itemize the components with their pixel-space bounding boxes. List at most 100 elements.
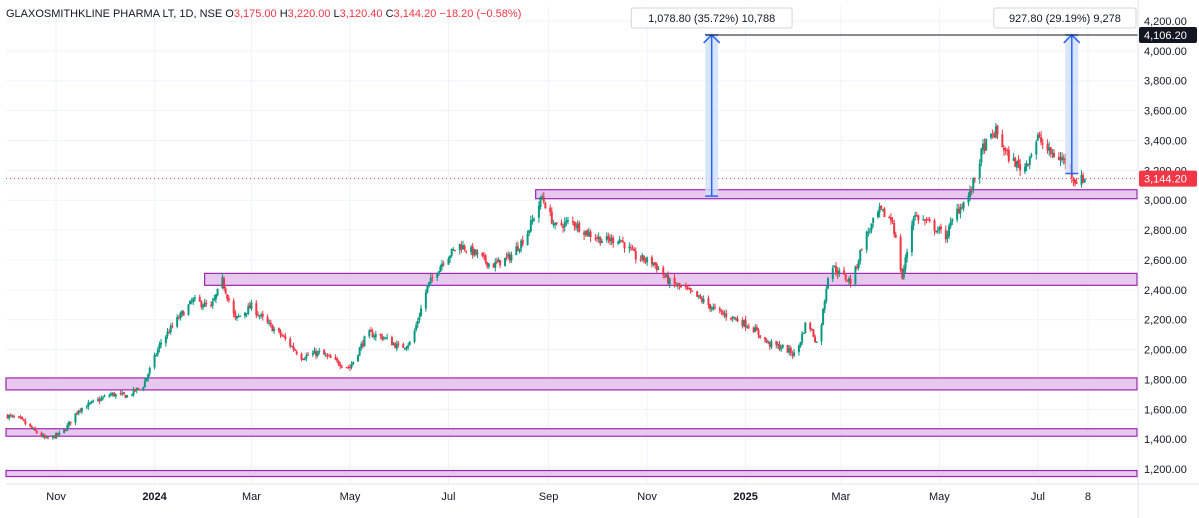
- candle-body: [339, 364, 342, 367]
- candle-body: [130, 394, 133, 396]
- price-axis[interactable]: 1,200.00 1,400.00 1,600.00 1,800.00 2,000.00…: [1137, 0, 1187, 518]
- candle-body: [381, 336, 384, 340]
- measure-label-box: [993, 7, 1137, 29]
- candle-body: [718, 308, 721, 311]
- candle-body: [66, 424, 69, 431]
- x-tick-label: 2024: [142, 491, 167, 503]
- candle-body: [927, 219, 930, 221]
- x-tick-label: Mar: [831, 491, 850, 503]
- candle-body: [77, 410, 80, 414]
- candle-body: [596, 237, 599, 239]
- candle-body: [865, 231, 868, 250]
- candle-body: [281, 335, 284, 337]
- candle-body: [608, 238, 611, 242]
- candle-body: [486, 261, 489, 267]
- candle-body: [177, 317, 180, 319]
- candle-body: [379, 334, 382, 336]
- candle-body: [340, 366, 343, 368]
- candle-body: [145, 378, 148, 382]
- candle-body: [316, 351, 319, 356]
- candle-body: [555, 222, 558, 224]
- candle-body: [158, 344, 161, 349]
- candle-body: [597, 236, 600, 240]
- chart-grid: [6, 6, 1138, 484]
- measure-label: 927.80 (29.19%) 9,278: [1009, 13, 1121, 25]
- y-tick-label: 2,400.00: [1144, 285, 1187, 297]
- candle-body: [137, 388, 140, 390]
- last-price-tag: 3,144.20: [1139, 170, 1197, 187]
- candle-body: [69, 421, 72, 424]
- zone-2[interactable]: [204, 272, 1138, 286]
- candle-body: [1027, 164, 1030, 166]
- close-value: 3,144.20: [393, 8, 437, 20]
- candle-body: [566, 220, 569, 222]
- candle-body: [397, 343, 400, 345]
- candle-body: [295, 351, 298, 355]
- candle-body: [187, 304, 190, 315]
- candle-body: [936, 230, 939, 232]
- candle-body: [696, 291, 699, 297]
- candle-body: [273, 328, 276, 331]
- candle-body: [1014, 158, 1017, 168]
- candle-body: [402, 344, 405, 348]
- candle-body: [97, 399, 100, 401]
- zone-3[interactable]: [5, 377, 1138, 391]
- candle-body: [216, 288, 219, 296]
- support-resistance-zones[interactable]: [5, 189, 1138, 478]
- y-tick-label: 3,600.00: [1144, 106, 1187, 118]
- x-tick-label: May: [929, 491, 950, 503]
- candle-body: [521, 239, 524, 245]
- candle-body: [575, 226, 578, 228]
- candle-body: [189, 300, 192, 305]
- candle-body: [844, 274, 847, 280]
- measure-1[interactable]: 1,078.80 (35.72%) 10,788: [630, 7, 793, 197]
- candle-body: [487, 263, 490, 267]
- candle-body: [205, 302, 208, 305]
- candle-body: [484, 255, 487, 262]
- candle-body: [420, 308, 423, 317]
- measure-2[interactable]: 927.80 (29.19%) 9,278: [993, 7, 1137, 175]
- candle-body: [315, 351, 318, 356]
- zone-4[interactable]: [5, 428, 1138, 437]
- candle-body: [473, 249, 476, 255]
- candle-body: [804, 322, 807, 334]
- candle-body: [1061, 156, 1064, 160]
- candle-body: [100, 398, 103, 401]
- candle-body: [200, 301, 203, 308]
- zone-5[interactable]: [5, 469, 1138, 478]
- candle-body: [554, 222, 557, 225]
- candle-body: [891, 221, 894, 223]
- candle-body: [449, 255, 452, 259]
- time-axis[interactable]: Nov 2024 Mar May Jul Sep Nov 2025 Mar May Jul 8: [6, 483, 1199, 503]
- candle-body: [224, 288, 227, 294]
- candle-body: [731, 316, 734, 319]
- candle-body: [710, 308, 713, 310]
- candle-body: [573, 221, 576, 227]
- candle-body: [1048, 147, 1051, 151]
- candle-body: [476, 252, 479, 255]
- candle-body: [700, 298, 703, 302]
- candle-body: [877, 211, 880, 218]
- candle-body: [752, 327, 755, 333]
- candle-body: [1051, 153, 1054, 155]
- candle-body: [494, 262, 497, 268]
- candle-body: [872, 218, 875, 223]
- price-range-measures[interactable]: 1,078.80 (35.72%) 10,788 927.80 (29.19%) …: [630, 7, 1137, 197]
- candle-body: [641, 255, 644, 260]
- zone-1[interactable]: [535, 189, 1138, 200]
- candle-body: [17, 416, 20, 418]
- candle-body: [348, 367, 351, 369]
- candle-body: [962, 201, 965, 209]
- candle-body: [19, 416, 22, 418]
- candle-body: [781, 345, 784, 348]
- candle-body: [1036, 135, 1039, 141]
- candle-body: [948, 225, 951, 236]
- candle-body: [650, 257, 653, 265]
- candle-body: [857, 260, 860, 269]
- y-tick-label: 4,200.00: [1144, 16, 1187, 28]
- candle-body: [815, 341, 818, 343]
- candle-body: [822, 308, 825, 325]
- y-tick-label: 1,800.00: [1144, 374, 1187, 386]
- measure-label: 1,078.80 (35.72%) 10,788: [648, 13, 775, 25]
